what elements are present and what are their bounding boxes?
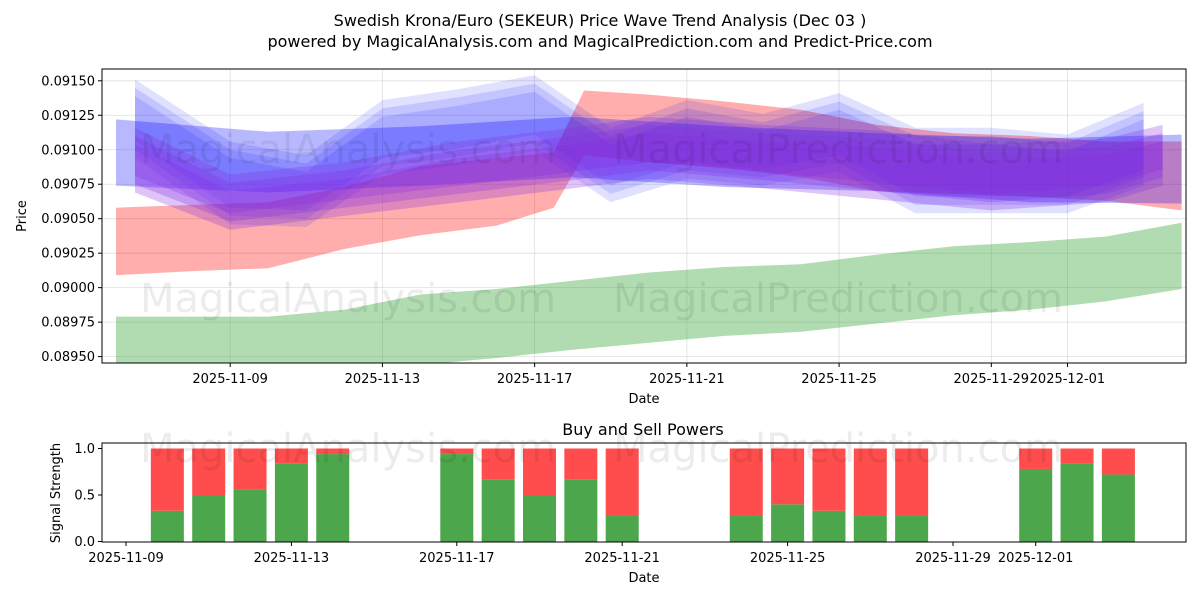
sell-bar [771,448,805,505]
price-y-tick-label: 0.09075 [41,178,95,193]
signal-x-tick-label: 2025-11-17 [419,551,495,566]
watermark-prediction-lower: MagicalPrediction.com [613,426,1063,472]
signal-x-tick-label: 2025-11-21 [584,551,660,566]
sell-bar [233,448,267,490]
watermark-analysis-lower: MagicalAnalysis.com [140,426,556,472]
price-bands [116,75,1182,363]
price-band-purple-band [135,116,1163,214]
price-x-tick-label: 2025-11-13 [345,372,421,387]
buy-bar [895,515,929,542]
price-band-purple-band [135,124,1163,222]
price-y-tick-label: 0.09050 [41,212,95,227]
buy-bar [729,515,763,542]
chart-subtitle: powered by MagicalAnalysis.com and Magic… [267,32,932,51]
sell-bar [853,448,887,516]
signal-y-tick-label: 1.0 [74,442,95,457]
chart-title: Swedish Krona/Euro (SEKEUR) Price Wave T… [334,11,867,30]
price-band-blue-band-2 [135,83,1144,219]
watermark-prediction: MagicalPrediction.com [613,276,1063,322]
price-y-ticks: 0.09150 0.09125 0.09100 0.09075 0.09050 0.090… [41,74,102,365]
watermark-prediction-upper: MagicalPrediction.com [613,127,1063,173]
sell-bar [1101,448,1135,475]
price-band-blue-band-2 [135,91,1144,227]
buy-bar [564,479,598,542]
signal-x-tick-label: 2025-11-25 [750,551,826,566]
signal-x-tick-label: 2025-12-01 [998,551,1074,566]
buy-bar [316,454,350,542]
signal-panel: Buy and Sell Powers MagicalAnalysis.com … [49,420,1187,586]
price-y-tick-label: 0.09100 [41,143,95,158]
price-x-tick-label: 2025-11-09 [192,372,268,387]
signal-x-tick-label: 2025-11-29 [915,551,991,566]
sell-bar [150,448,184,511]
buy-bar [274,463,308,542]
price-band-green-band [116,222,1182,363]
buy-bar [853,515,887,542]
price-y-label: Price [15,200,30,232]
price-y-tick-label: 0.09150 [41,74,95,89]
buy-bar [1060,463,1094,542]
price-grid [102,69,1186,363]
buy-bar [771,504,805,542]
sell-bar [1060,448,1094,464]
signal-x-ticks: 2025-11-09 2025-11-13 2025-11-17 2025-11-21… [88,542,1073,566]
buy-bar [523,495,556,542]
price-y-tick-label: 0.08950 [41,350,95,365]
buy-bar [192,495,226,542]
sell-bar [440,448,474,455]
price-y-tick-label: 0.08975 [41,316,95,331]
sell-bar [812,448,846,511]
signal-x-tick-label: 2025-11-09 [88,551,164,566]
sell-bar [481,448,515,480]
sell-bar [895,448,929,516]
buy-bar [605,515,639,542]
price-band-blue-band-1 [116,116,1182,204]
buy-bar [812,510,846,542]
buy-bar [233,489,267,542]
buy-bar [150,510,184,542]
signal-y-label: Signal Strength [49,443,64,543]
signal-x-label: Date [628,571,659,586]
price-x-tick-label: 2025-11-25 [801,372,877,387]
signal-y-tick-label: 0.5 [74,489,95,504]
buy-bar [1101,474,1135,542]
signal-y-tick-label: 0.0 [74,535,95,550]
signal-bars [150,448,1135,542]
buy-bar [440,454,474,542]
signal-axes-frame [101,442,1187,543]
price-x-tick-label: 2025-12-01 [1030,372,1106,387]
price-x-tick-label: 2025-11-17 [497,372,573,387]
signal-title: Buy and Sell Powers [562,420,724,439]
price-band-red-band [116,90,1182,276]
signal-x-tick-label: 2025-11-13 [254,551,330,566]
price-y-tick-label: 0.09025 [41,247,95,262]
price-band-blue-band-2 [135,75,1144,211]
watermark-analysis-upper: MagicalAnalysis.com [140,127,556,173]
sell-bar [605,448,639,516]
price-x-ticks: 2025-11-09 2025-11-13 2025-11-17 2025-11-21… [192,363,1105,387]
price-y-tick-label: 0.09000 [41,281,95,296]
watermark-analysis: MagicalAnalysis.com [140,276,556,322]
buy-bar [481,479,515,542]
price-x-label: Date [628,392,659,407]
sell-bar [316,448,350,455]
sell-bar [1019,448,1053,469]
price-band-purple-band [135,133,1163,230]
price-panel: MagicalAnalysis.com MagicalPrediction.co… [15,68,1187,407]
sell-bar [523,448,556,495]
price-x-tick-label: 2025-11-21 [649,372,725,387]
price-y-tick-label: 0.09125 [41,109,95,124]
sell-bar [192,448,226,495]
sell-bar [564,448,598,480]
signal-y-ticks: 0.0 0.5 1.0 [74,442,102,550]
price-x-tick-label: 2025-11-29 [954,372,1030,387]
sell-bar [274,448,308,464]
sell-bar [729,448,763,516]
buy-bar [1019,468,1053,542]
price-axes-frame [101,68,1187,364]
